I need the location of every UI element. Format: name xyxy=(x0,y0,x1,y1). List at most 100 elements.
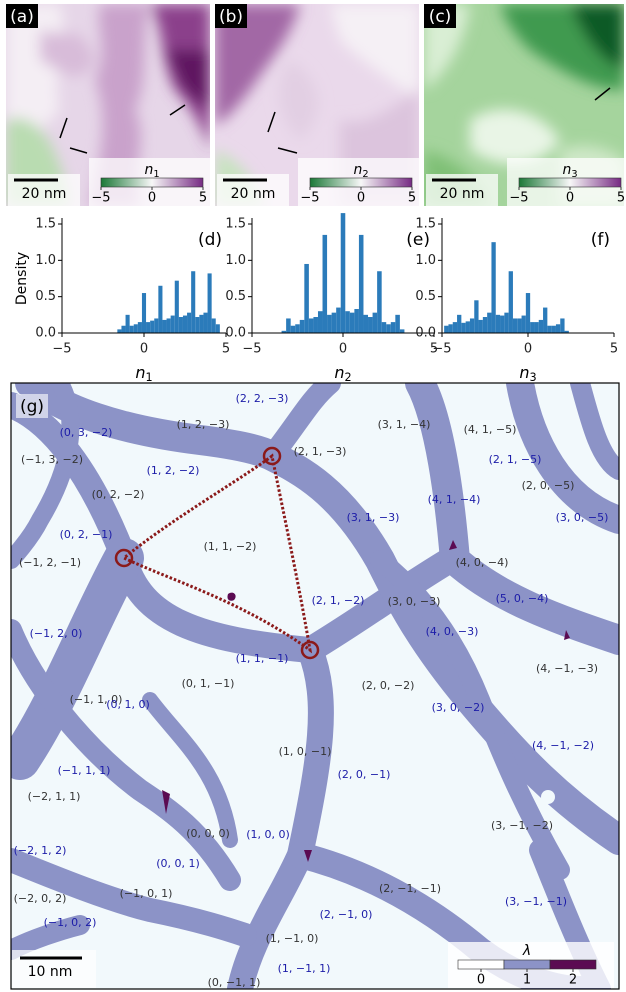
symbol: n xyxy=(135,363,145,382)
domain-label: (2, 0, −5) xyxy=(522,479,575,492)
histogram-bar xyxy=(517,318,522,333)
y-tick-label: 1.5 xyxy=(225,217,246,232)
histogram-bar xyxy=(317,311,323,333)
histogram-bar xyxy=(215,324,220,333)
domain-label: (1, 1, −1) xyxy=(236,652,289,665)
histogram-bar xyxy=(150,320,155,333)
domain-label: (2, −1, 0) xyxy=(320,908,373,921)
histogram-bar xyxy=(500,315,505,333)
histogram-bar xyxy=(121,325,126,333)
panel-letter: (c) xyxy=(429,7,452,27)
domain-label: (4, −1, −2) xyxy=(532,739,594,752)
colorbar-label: λ xyxy=(522,943,531,959)
panel-letter: (g) xyxy=(20,397,44,417)
symbol: n xyxy=(144,162,153,178)
domain-label: (3, 0, −2) xyxy=(432,701,485,714)
histogram-bar xyxy=(560,318,565,333)
symbol: n xyxy=(353,162,362,178)
panel-letter: (d) xyxy=(198,230,222,250)
histogram-bar xyxy=(166,318,171,333)
panel-letter: (a) xyxy=(10,7,34,27)
histogram-bar xyxy=(358,234,364,333)
histogram-bar xyxy=(203,312,208,333)
domain-label: (2, 2, −3) xyxy=(236,392,289,405)
y-tick-label: 0.5 xyxy=(35,289,56,304)
domain-label: (2, 1, −3) xyxy=(294,445,347,458)
x-tick-label: 5 xyxy=(610,342,618,357)
panel-letter: (f) xyxy=(591,230,610,250)
x-tick-label: 5 xyxy=(222,342,230,357)
domain-label: (3, 1, −4) xyxy=(378,418,431,431)
x-axis-label: n3 xyxy=(519,363,536,384)
domain-label: (1, −1, 1) xyxy=(278,962,331,975)
domain-label: (−2, 0, 2) xyxy=(14,892,67,905)
subscript: 1 xyxy=(153,169,159,180)
y-tick-label: 1.0 xyxy=(415,253,436,268)
colorbar-label: n3 xyxy=(562,162,577,180)
domain-labels: (2, 2, −3) (0, 3, −2) (1, 2, −3) (3, 1, −4)… xyxy=(14,392,609,989)
panel-letter-box xyxy=(424,4,456,28)
domain-label: (−2, 1, 2) xyxy=(14,844,67,857)
symbol: n xyxy=(519,363,529,382)
histogram-bar xyxy=(308,318,314,333)
colorbar-tick-label: 0 xyxy=(148,191,156,206)
colorbar-tick-label: 2 xyxy=(569,973,577,988)
histogram-bar xyxy=(482,317,488,333)
domain-label: (1, 0, 0) xyxy=(246,828,290,841)
x-axis-label: n2 xyxy=(334,363,351,384)
y-axis-label: Density xyxy=(14,252,30,305)
domain-label: (0, 1, −1) xyxy=(182,677,235,690)
domain-label: (4, 1, −5) xyxy=(464,423,517,436)
domain-label: (4, −1, −3) xyxy=(536,662,598,675)
domain-label: (0, 1, 0) xyxy=(106,698,150,711)
histogram-bar xyxy=(444,325,449,333)
histogram-bar xyxy=(474,300,479,333)
histogram-bar xyxy=(377,271,382,333)
x-tick-label: 5 xyxy=(430,342,438,357)
scale-bar-label: 20 nm xyxy=(22,186,67,202)
histogram-bar xyxy=(512,318,518,333)
histogram-bar xyxy=(448,324,453,333)
x-tick-label: 0 xyxy=(339,342,347,357)
domain-label: (−1, 1, 0) xyxy=(70,693,123,706)
x-tick-label: 0 xyxy=(524,342,532,357)
domain-label: (1, 2, −2) xyxy=(147,464,200,477)
subscript: 3 xyxy=(530,371,537,384)
y-tick-label: 0.0 xyxy=(225,326,246,341)
domain-label: (1, 0, −1) xyxy=(279,745,332,758)
domain-label: (−1, 1, 1) xyxy=(58,764,111,777)
domain-label: (−1, 3, −2) xyxy=(21,453,83,466)
histogram-bar xyxy=(331,312,337,333)
histogram-bar xyxy=(154,318,159,333)
histogram-bar xyxy=(299,319,305,333)
histogram-bar xyxy=(141,293,147,333)
histogram-bar xyxy=(191,271,196,333)
histogram-bar xyxy=(313,317,318,333)
domain-label: (2, 0, −1) xyxy=(338,768,391,781)
domain-label: (−1, 0, 1) xyxy=(120,887,173,900)
colorbar xyxy=(100,177,204,188)
colorbar-tick-label: −5 xyxy=(509,191,528,206)
colorbar-segment xyxy=(503,959,551,970)
histogram-bar xyxy=(547,325,552,333)
histogram-bar xyxy=(354,309,359,333)
x-tick-label: −5 xyxy=(432,342,451,357)
histogram-bar xyxy=(295,324,300,333)
histogram-bar xyxy=(372,312,378,333)
y-tick-label: 0.0 xyxy=(35,326,56,341)
domain-label: (0, 2, −2) xyxy=(92,488,145,501)
scale-bar-box xyxy=(12,950,96,988)
domain-label: (4, 0, −4) xyxy=(456,556,509,569)
histogram-bar xyxy=(195,317,200,333)
domain-label: (3, 1, −3) xyxy=(347,511,400,524)
domain-label: (−1, 2, 0) xyxy=(30,627,83,640)
y-tick-label: 1.0 xyxy=(35,253,56,268)
histogram-bar xyxy=(340,213,346,333)
histogram-bar xyxy=(117,329,122,333)
domain-label: (4, 0, −3) xyxy=(426,625,479,638)
domain-label: (0, −1, 1) xyxy=(208,976,261,989)
histogram-bar xyxy=(363,314,369,333)
domain-label: (2, −1, −1) xyxy=(379,882,441,895)
scale-bar-label: 10 nm xyxy=(28,964,73,980)
colorbar-tick-label: 1 xyxy=(523,973,531,988)
